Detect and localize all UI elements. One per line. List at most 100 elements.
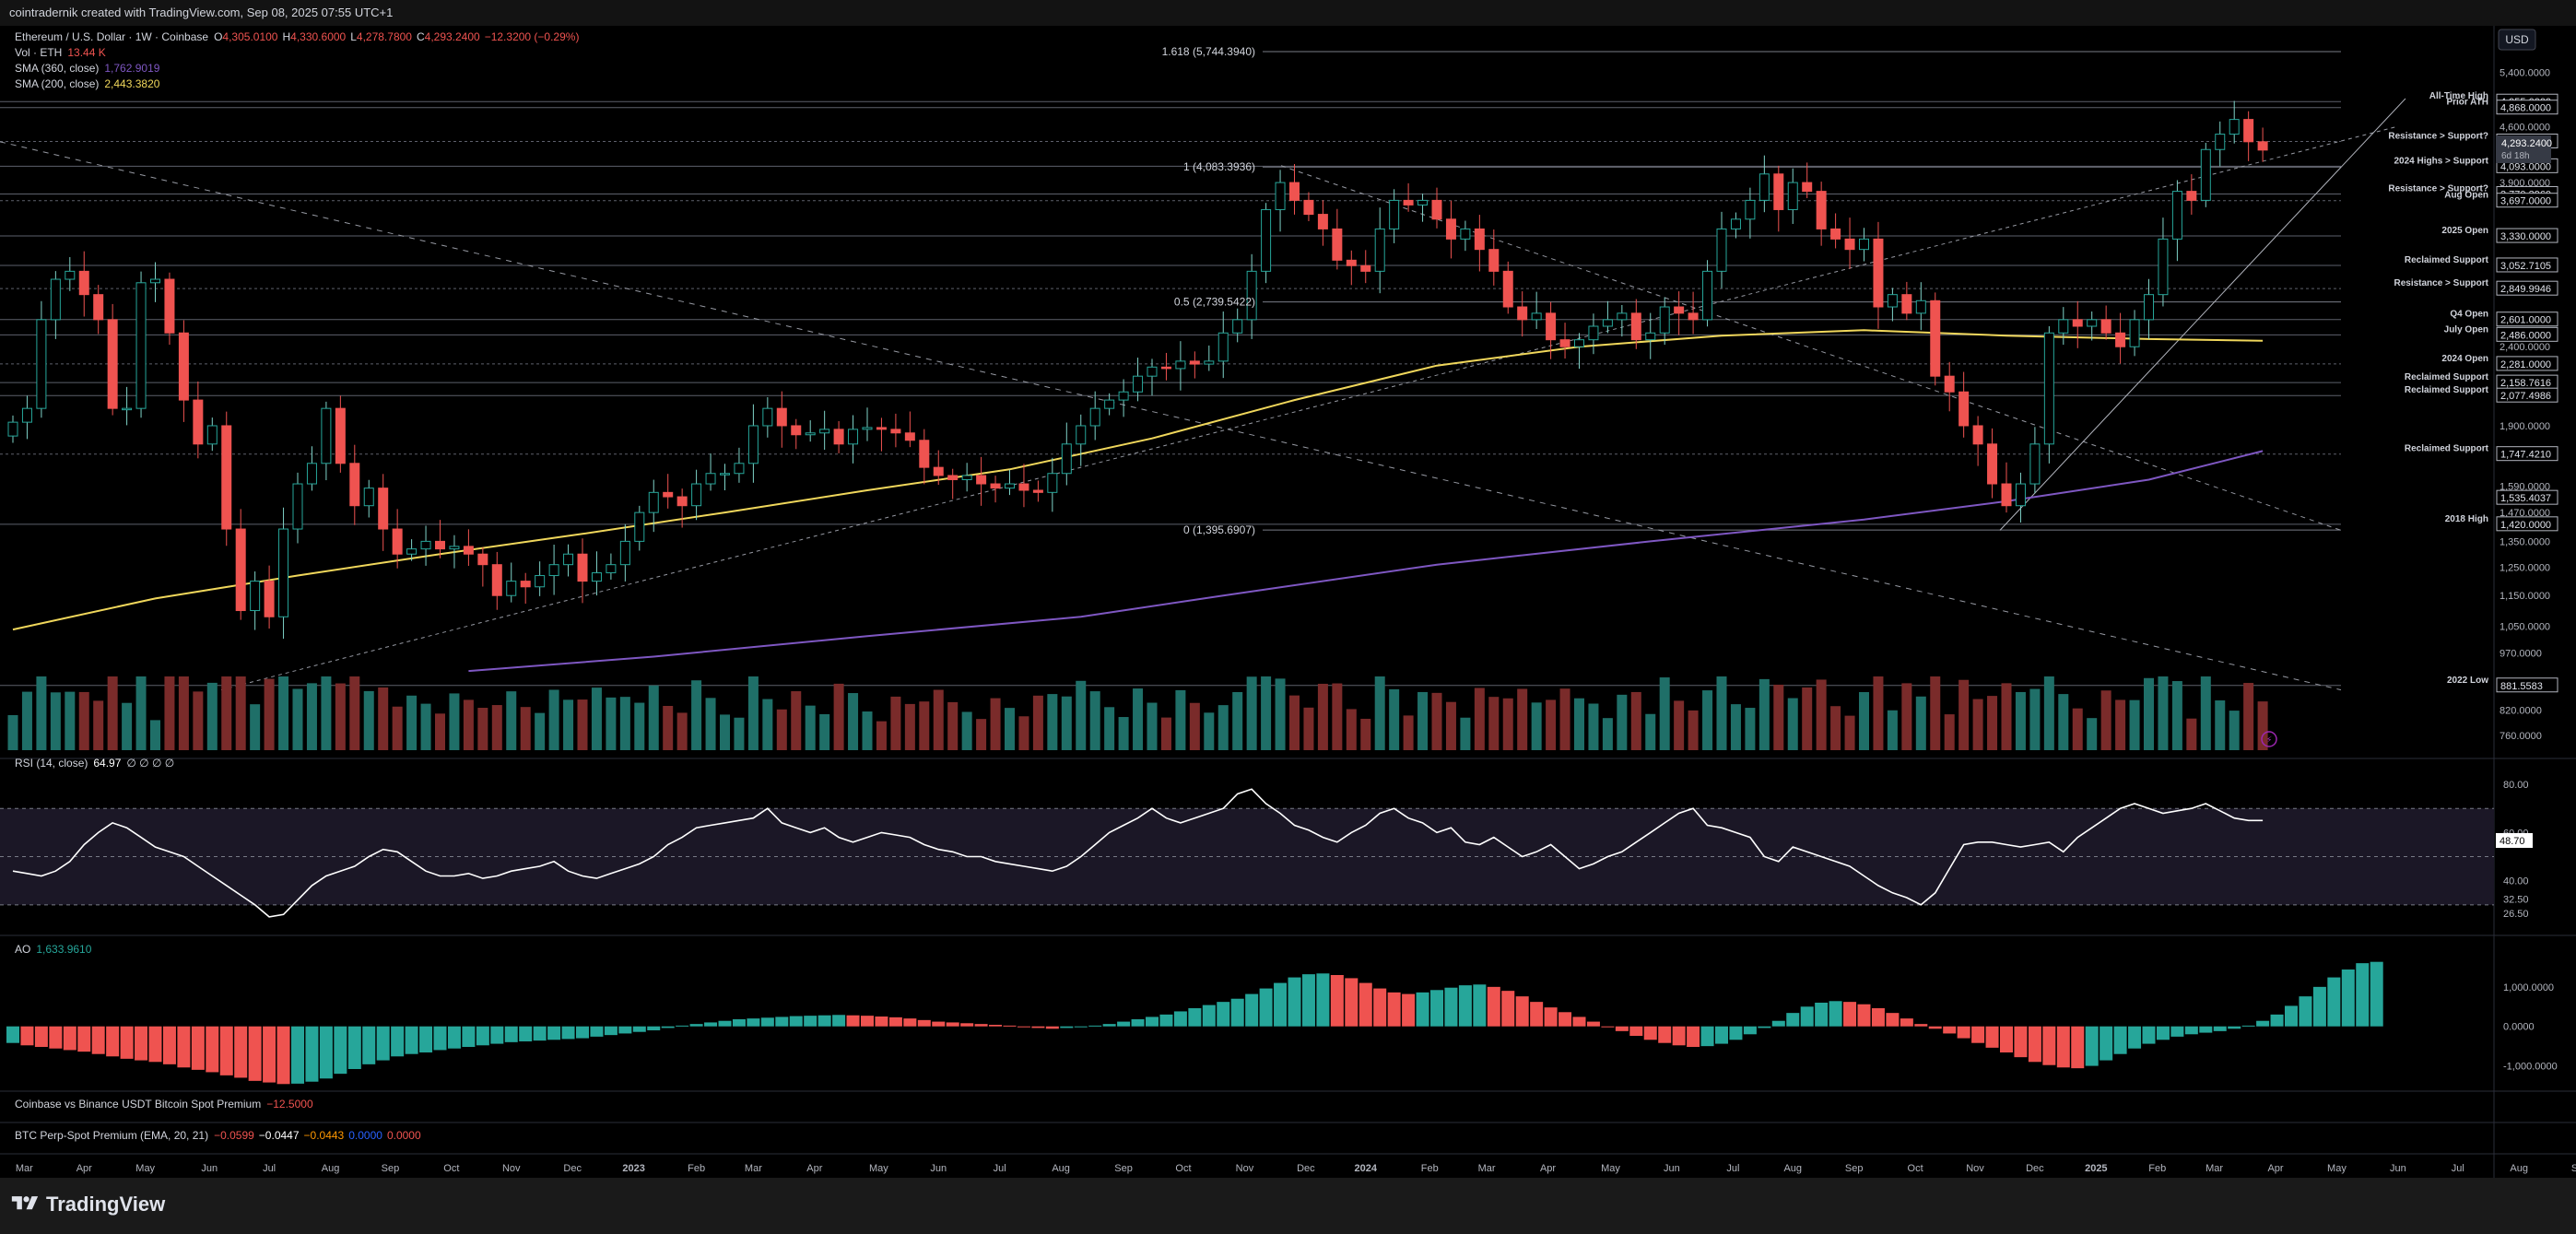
time-tick: Aug (2510, 1163, 2528, 1174)
ao-bar (1444, 987, 1458, 1027)
ao-bar (2014, 1026, 2028, 1058)
candle-body (1944, 375, 1955, 393)
time-tick: Mar (745, 1163, 762, 1174)
chart-svg[interactable]: 5,400.00004,600.00003,900.00003,330.0000… (0, 26, 2576, 1178)
level-name: Reclaimed Support (2405, 255, 2489, 265)
legend-vol: 13.44 K (67, 46, 105, 59)
ao-bar (817, 1015, 831, 1027)
volume-bar (2087, 718, 2098, 750)
ao-bar (162, 1026, 176, 1064)
ao-bar (547, 1026, 561, 1040)
rsi-tick: 40.00 (2503, 876, 2529, 887)
legend-vol-label: Vol · ETH (15, 46, 62, 59)
ao-bar (49, 1026, 63, 1049)
tradingview-logo[interactable]: TradingView (11, 1193, 165, 1216)
level-name: 2025 Open (2441, 226, 2488, 236)
ao-bar (1345, 978, 1359, 1027)
candle-body (78, 270, 89, 296)
candle-body (135, 282, 147, 409)
price-tick: 760.0000 (2500, 731, 2542, 742)
ao-bar (1088, 1025, 1102, 1027)
level-name: July Open (2444, 324, 2488, 335)
candle-body (2015, 483, 2026, 507)
candle-body (1802, 182, 1813, 193)
ao-bar (2056, 1026, 2070, 1068)
time-tick: Oct (443, 1163, 459, 1174)
time-tick: Nov (502, 1163, 521, 1174)
volume-bar (805, 705, 816, 750)
volume-bar (1588, 703, 1599, 750)
volume-bar (1160, 717, 1171, 750)
chart-area[interactable]: 5,400.00004,600.00003,900.00003,330.0000… (0, 26, 2576, 1178)
ao-bar (447, 1026, 461, 1049)
level-price: 1,420.0000 (2500, 520, 2551, 531)
currency-button[interactable]: USD (2498, 29, 2536, 51)
ao-bar (347, 1026, 361, 1069)
candle-body (890, 429, 901, 434)
candle-body (520, 581, 531, 588)
candle-body (705, 473, 716, 485)
level-name: Prior ATH (2446, 98, 2488, 108)
candle-body (2243, 119, 2254, 143)
candle-body (1403, 199, 1414, 206)
volume-bar (577, 699, 588, 750)
time-tick: Jul (263, 1163, 276, 1174)
candle-body (2001, 483, 2012, 507)
volume-bar (1133, 688, 1144, 750)
ao-bar (334, 1026, 347, 1075)
level-price-box (2496, 193, 2558, 208)
ao-bar (1045, 1026, 1059, 1029)
candle-body (335, 407, 346, 464)
volume-bar (1915, 696, 1926, 750)
volume-bar (1217, 705, 1229, 750)
candle-body (1089, 407, 1100, 427)
volume-bar (1118, 717, 1129, 750)
candle-body (491, 564, 502, 596)
level-name: 2022 Low (2447, 676, 2488, 686)
volume-bar (1346, 709, 1357, 750)
volume-bar (2200, 676, 2211, 750)
candle-body (1674, 306, 1685, 314)
ao-bar (1202, 1005, 1216, 1027)
candle-body (2115, 332, 2126, 347)
candle-body (206, 425, 218, 445)
ao-bar (1601, 1026, 1615, 1028)
ao-bar (405, 1026, 418, 1054)
candle-body (2158, 238, 2169, 296)
volume-bar (1617, 694, 1628, 750)
ao-bar (1914, 1024, 1928, 1027)
ao-tick: 0.0000 (2503, 1022, 2535, 1033)
volume-bar (65, 691, 76, 750)
ao-bar (1017, 1026, 1030, 1028)
extra-price: 1,535.4037 (2500, 493, 2551, 504)
time-tick: Jul (1726, 1163, 1739, 1174)
ao-bar (2156, 1026, 2170, 1040)
volume-bar (1859, 691, 1869, 750)
volume-bar (890, 696, 901, 750)
volume-bar (676, 712, 688, 750)
level-name: Resistance > Support? (2388, 183, 2488, 194)
rsi-placeholders: ∅ ∅ ∅ ∅ (126, 757, 174, 770)
volume-bar (392, 706, 403, 750)
alert-icon[interactable]: ⚡ (2261, 731, 2277, 747)
svg-text:SMA (360, close)1,762.9019: SMA (360, close) 1,762.9019 (15, 62, 160, 75)
volume-bar (1175, 689, 1186, 750)
footer: TradingView (0, 1178, 2576, 1234)
candle-body (1502, 270, 1513, 308)
ao-bar (490, 1026, 504, 1044)
volume-bar (1431, 692, 1442, 750)
candle-body (1189, 360, 1200, 365)
volume-bar (2229, 711, 2240, 750)
price-legend: Ethereum / U.S. Dollar · 1W · Coinbase O4… (15, 30, 579, 90)
candle-body (1346, 259, 1357, 266)
ao-bar (1031, 1026, 1045, 1028)
premium1-legend: Coinbase vs Binance USDT Bitcoin Spot Pr… (15, 1098, 313, 1111)
level-price-box (2496, 280, 2558, 296)
ao-bar (1615, 1026, 1629, 1031)
candle-body (833, 429, 844, 445)
volume-bar (1104, 707, 1115, 750)
rsi-tick: 32.50 (2503, 894, 2529, 905)
candle-body (306, 463, 317, 485)
candle-body (2215, 134, 2226, 150)
last-price: 4,293.2400 (2501, 138, 2552, 149)
